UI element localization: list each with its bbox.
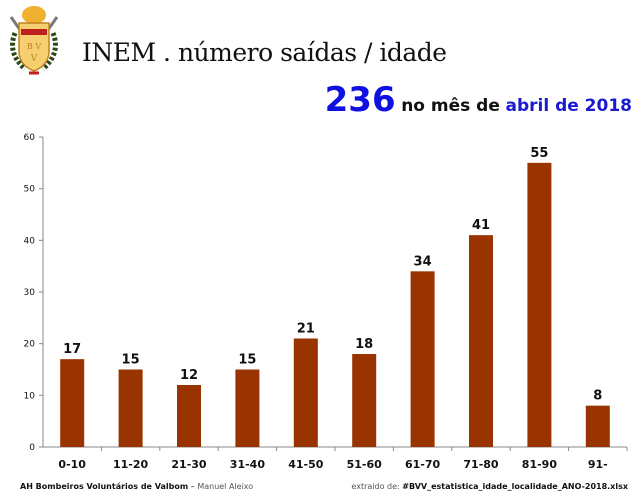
x-tick-label: 21-30 bbox=[171, 458, 207, 471]
bar bbox=[410, 271, 435, 447]
page-title: INEM . número saídas / idade bbox=[82, 38, 447, 67]
period: abril de 2018 bbox=[505, 96, 632, 116]
data-label: 12 bbox=[180, 368, 198, 383]
org-name: AH Bombeiros Voluntários de Valbom bbox=[20, 482, 189, 491]
data-label: 41 bbox=[472, 218, 490, 233]
data-label: 55 bbox=[530, 146, 548, 161]
source-file: #BVV_estatistica_idade_localidade_ANO-20… bbox=[402, 482, 628, 491]
x-tick-label: 11-20 bbox=[113, 458, 149, 471]
total-count: 236 bbox=[324, 80, 396, 120]
y-tick-label: 50 bbox=[24, 185, 36, 195]
x-tick-label: 91- bbox=[588, 458, 608, 471]
subtitle: 236 no mês de abril de 2018 bbox=[325, 80, 632, 120]
bar bbox=[293, 338, 318, 447]
logo: B V V bbox=[9, 6, 59, 75]
x-tick-label: 81-90 bbox=[522, 458, 558, 471]
data-label: 8 bbox=[593, 389, 602, 404]
data-label: 34 bbox=[414, 254, 432, 269]
y-tick-label: 10 bbox=[24, 391, 36, 401]
bar bbox=[60, 359, 85, 447]
x-tick-label: 71-80 bbox=[463, 458, 499, 471]
data-label: 17 bbox=[63, 342, 81, 357]
data-label: 15 bbox=[122, 353, 140, 368]
x-tick-label: 41-50 bbox=[288, 458, 324, 471]
bar bbox=[585, 405, 610, 447]
bar bbox=[177, 385, 201, 447]
x-tick-label: 61-70 bbox=[405, 458, 441, 471]
footer-credit: AH Bombeiros Voluntários de Valbom – Man… bbox=[20, 482, 253, 491]
x-tick-label: 0-10 bbox=[58, 458, 86, 471]
bar bbox=[352, 354, 377, 447]
y-tick-label: 20 bbox=[24, 340, 36, 350]
data-label: 21 bbox=[297, 322, 315, 337]
author: Manuel Aleixo bbox=[197, 482, 254, 491]
bar bbox=[469, 235, 493, 447]
sep: – bbox=[188, 482, 198, 491]
bar bbox=[235, 369, 260, 447]
y-tick-label: 0 bbox=[29, 443, 35, 453]
source-label: extraido de: bbox=[351, 482, 403, 491]
data-label: 18 bbox=[355, 337, 373, 352]
y-tick-label: 60 bbox=[24, 133, 36, 143]
svg-text:B V: B V bbox=[27, 42, 41, 51]
y-tick-label: 30 bbox=[24, 288, 36, 298]
bar-chart: 0 10 20 30 40 50 60 17 0-10 15 11-20 12 21-30 15 31-40… bbox=[24, 133, 628, 471]
y-tick-label: 40 bbox=[24, 236, 36, 246]
x-tick-label: 31-40 bbox=[230, 458, 266, 471]
footer-source: extraido de: #BVV_estatistica_idade_loca… bbox=[351, 482, 628, 491]
subtitle-mid: no mês de bbox=[401, 96, 500, 116]
svg-text:V: V bbox=[30, 54, 38, 64]
x-tick-label: 51-60 bbox=[347, 458, 383, 471]
bar bbox=[527, 162, 552, 448]
data-label: 15 bbox=[238, 353, 256, 368]
bar bbox=[118, 369, 143, 447]
